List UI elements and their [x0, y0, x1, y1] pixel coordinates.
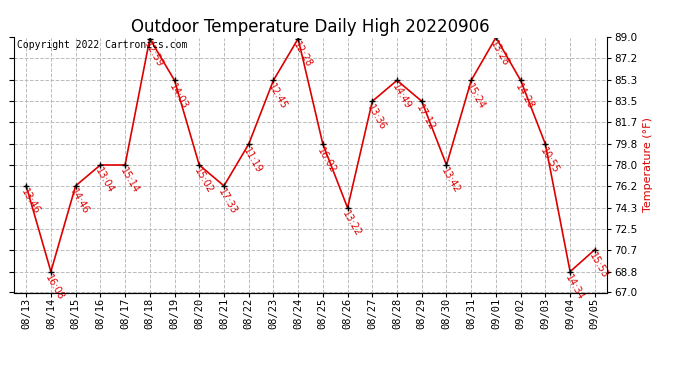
- Text: 15:14: 15:14: [118, 166, 140, 195]
- Text: 14:49: 14:49: [390, 82, 413, 111]
- Title: Outdoor Temperature Daily High 20220906: Outdoor Temperature Daily High 20220906: [131, 18, 490, 36]
- Y-axis label: Temperature (°F): Temperature (°F): [643, 118, 653, 212]
- Text: 13:46: 13:46: [19, 187, 41, 216]
- Text: 12:45: 12:45: [266, 82, 289, 111]
- Text: 13:04: 13:04: [93, 166, 116, 195]
- Text: 13:36: 13:36: [365, 103, 388, 132]
- Text: 16:08: 16:08: [43, 273, 66, 302]
- Text: 14:28: 14:28: [513, 82, 536, 111]
- Text: 10:55: 10:55: [538, 146, 561, 175]
- Text: 12:59: 12:59: [143, 40, 165, 69]
- Text: 14:46: 14:46: [68, 187, 91, 216]
- Text: 16:02: 16:02: [315, 146, 338, 175]
- Text: 15:53: 15:53: [588, 251, 610, 280]
- Text: 17:12: 17:12: [415, 103, 437, 132]
- Text: 15:24: 15:24: [464, 82, 486, 111]
- Text: Copyright 2022 Cartronics.com: Copyright 2022 Cartronics.com: [17, 40, 187, 50]
- Text: 14:03: 14:03: [167, 82, 190, 111]
- Text: 15:02: 15:02: [192, 166, 215, 196]
- Text: 13:42: 13:42: [440, 166, 462, 195]
- Text: 13:22: 13:22: [340, 209, 363, 238]
- Text: 11:19: 11:19: [241, 146, 264, 174]
- Text: 12:28: 12:28: [291, 40, 313, 69]
- Text: 17:33: 17:33: [217, 187, 239, 216]
- Text: 14:34: 14:34: [563, 273, 585, 302]
- Text: 13:28: 13:28: [489, 39, 511, 68]
